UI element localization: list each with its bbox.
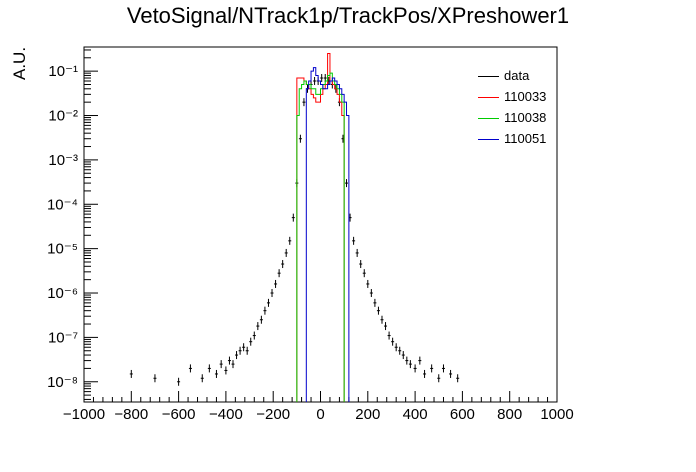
y-tick-label: 10⁻³ <box>48 152 78 169</box>
legend-item-110038: 110038 <box>476 108 586 129</box>
data-point <box>405 356 409 365</box>
data-point <box>384 322 388 331</box>
data-point <box>391 337 395 346</box>
data-point <box>449 369 453 378</box>
data-point <box>129 369 133 378</box>
data-point <box>214 369 218 378</box>
data-point <box>288 236 292 245</box>
data-point <box>284 248 288 257</box>
data-point <box>418 356 422 365</box>
data-point <box>153 374 157 383</box>
data-point <box>345 179 349 188</box>
data-point <box>298 134 302 143</box>
data-point <box>291 213 295 222</box>
legend-label-110038: 110038 <box>504 110 547 125</box>
x-tick-label: 200 <box>355 406 380 423</box>
y-axis: 10⁻⁸ 10⁻⁷ 10⁻⁶ 10⁻⁵ 10⁻⁴ 10⁻³ 10⁻² 10⁻¹ <box>47 49 98 400</box>
legend-item-110051: 110051 <box>476 129 586 150</box>
data-point <box>266 298 270 307</box>
data-point <box>394 343 398 352</box>
series-layer <box>129 52 460 402</box>
data-point <box>430 364 434 373</box>
data-point <box>373 298 377 307</box>
data-point <box>235 351 239 360</box>
chart-title: VetoSignal/NTrack1p/TrackPos/XPreshower1 <box>126 3 570 28</box>
data-point <box>238 346 242 355</box>
y-tick-label: 10⁻⁷ <box>48 329 78 346</box>
data-point <box>456 374 460 383</box>
x-tick-label: −200 <box>256 406 290 423</box>
y-tick-label: 10⁻² <box>48 108 78 125</box>
series-110051-histogram <box>305 67 350 402</box>
data-point <box>366 279 370 288</box>
data-point <box>398 346 402 355</box>
y-tick-label: 10⁻⁶ <box>47 285 78 302</box>
data-point <box>224 366 228 375</box>
data-point <box>259 315 263 324</box>
data-point <box>423 369 427 378</box>
data-point <box>437 374 441 383</box>
x-tick-label: 1000 <box>540 406 573 423</box>
data-point <box>177 377 181 386</box>
data-point <box>252 331 256 340</box>
data-point <box>249 337 253 346</box>
x-axis: −1000 −800 −600 −400 −200 0 200 400 600 800 1000 <box>63 391 574 423</box>
x-tick-label: 600 <box>450 406 475 423</box>
data-point <box>242 343 246 352</box>
data-point <box>270 289 274 298</box>
data-point <box>188 364 192 373</box>
legend-label-110051: 110051 <box>504 131 547 146</box>
legend-item-data: data <box>476 66 586 87</box>
data-point <box>387 331 391 340</box>
legend-label-110033: 110033 <box>504 89 547 104</box>
x-tick-label: −800 <box>114 406 148 423</box>
series-110038-histogram <box>296 72 345 402</box>
data-point <box>362 269 366 278</box>
data-point <box>245 346 249 355</box>
y-tick-label: 10⁻⁴ <box>47 196 78 213</box>
data-point <box>441 364 445 373</box>
x-tick-label: −600 <box>162 406 196 423</box>
x-tick-label: 400 <box>403 406 428 423</box>
legend-label-data: data <box>504 68 530 83</box>
data-point <box>376 306 380 315</box>
data-point <box>277 269 281 278</box>
data-point <box>359 260 363 269</box>
y-tick-label: 10⁻¹ <box>48 63 78 80</box>
data-point <box>263 306 267 315</box>
data-point <box>256 322 260 331</box>
x-tick-label: −400 <box>209 406 243 423</box>
data-point <box>408 360 412 369</box>
x-tick-label: −1000 <box>63 406 105 423</box>
y-tick-label: 10⁻⁸ <box>47 374 78 391</box>
data-point <box>401 351 405 360</box>
data-point <box>227 356 231 365</box>
data-point <box>302 98 306 107</box>
x-tick-label: 800 <box>497 406 522 423</box>
legend-item-110033: 110033 <box>476 87 586 108</box>
x-tick-label: 0 <box>316 406 324 423</box>
data-point <box>207 364 211 373</box>
y-tick-label: 10⁻⁵ <box>47 241 78 258</box>
data-point <box>281 260 285 269</box>
data-point <box>355 248 359 257</box>
data-point <box>413 364 417 373</box>
data-point <box>200 374 204 383</box>
legend: data 110033 110038 110051 <box>476 66 586 150</box>
data-point <box>369 289 373 298</box>
data-point <box>320 74 324 83</box>
data-point <box>352 236 356 245</box>
data-point <box>313 76 317 85</box>
data-point <box>380 315 384 324</box>
data-point <box>219 360 223 369</box>
data-point <box>274 279 278 288</box>
data-point <box>231 360 235 369</box>
